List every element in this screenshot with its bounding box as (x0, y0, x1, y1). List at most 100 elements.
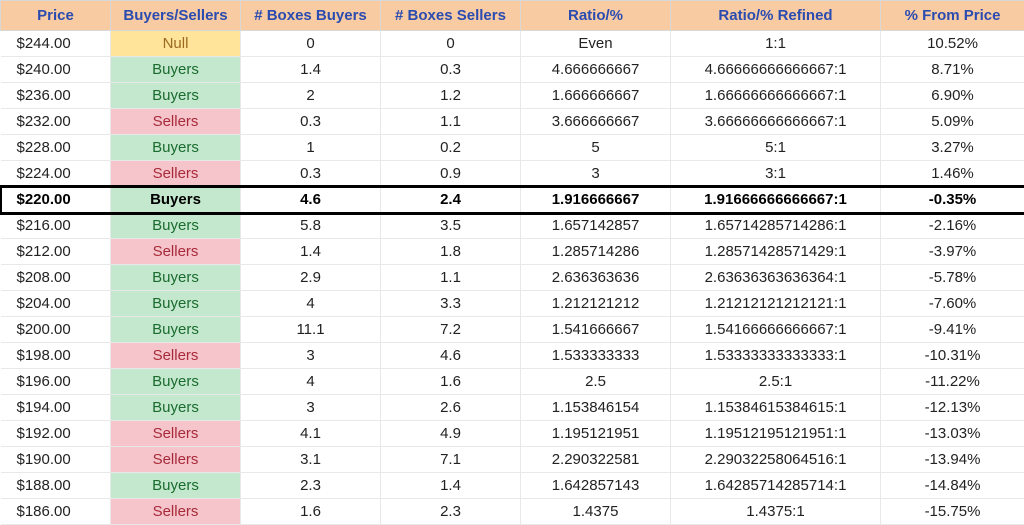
boxes-buyers-cell: 4.1 (241, 421, 381, 447)
boxes-buyers-cell: 2.9 (241, 265, 381, 291)
pct-from-price-cell: 6.90% (881, 83, 1024, 109)
ratio-refined-cell: 1.53333333333333:1 (671, 343, 881, 369)
boxes-sellers-cell: 1.6 (381, 369, 521, 395)
ratio-refined-cell: 1.21212121212121:1 (671, 291, 881, 317)
pct-from-price-cell: -11.22% (881, 369, 1024, 395)
ratio-cell: 1.666666667 (521, 83, 671, 109)
pct-from-price-cell: -2.16% (881, 213, 1024, 239)
boxes-buyers-cell: 0 (241, 31, 381, 57)
ratio-cell: 2.636363636 (521, 265, 671, 291)
price-cell: $190.00 (1, 447, 111, 473)
table-row: $236.00Buyers21.21.6666666671.6666666666… (1, 83, 1024, 109)
boxes-buyers-cell: 3.1 (241, 447, 381, 473)
side-cell: Sellers (111, 343, 241, 369)
ratio-cell: 1.533333333 (521, 343, 671, 369)
table-row: $224.00Sellers0.30.933:11.46% (1, 161, 1024, 187)
price-cell: $208.00 (1, 265, 111, 291)
table-row: $198.00Sellers34.61.5333333331.533333333… (1, 343, 1024, 369)
ratio-refined-cell: 3.66666666666667:1 (671, 109, 881, 135)
price-cell: $198.00 (1, 343, 111, 369)
boxes-sellers-cell: 2.6 (381, 395, 521, 421)
boxes-sellers-cell: 1.1 (381, 109, 521, 135)
table-header-row: PriceBuyers/Sellers# Boxes Buyers# Boxes… (1, 1, 1024, 31)
boxes-buyers-cell: 5.8 (241, 213, 381, 239)
ratio-cell: 1.916666667 (521, 187, 671, 213)
ratio-cell: 1.541666667 (521, 317, 671, 343)
ratio-refined-cell: 5:1 (671, 135, 881, 161)
side-cell: Buyers (111, 187, 241, 213)
price-cell: $240.00 (1, 57, 111, 83)
boxes-buyers-cell: 1.6 (241, 499, 381, 525)
table-row: $208.00Buyers2.91.12.6363636362.63636363… (1, 265, 1024, 291)
boxes-buyers-cell: 0.3 (241, 161, 381, 187)
side-cell: Sellers (111, 499, 241, 525)
ratio-refined-cell: 3:1 (671, 161, 881, 187)
ratio-refined-cell: 1.15384615384615:1 (671, 395, 881, 421)
table-row: $240.00Buyers1.40.34.6666666674.66666666… (1, 57, 1024, 83)
ratio-cell: Even (521, 31, 671, 57)
boxes-sellers-cell: 4.9 (381, 421, 521, 447)
boxes-sellers-cell: 1.8 (381, 239, 521, 265)
pct-from-price-cell: -9.41% (881, 317, 1024, 343)
boxes-sellers-cell: 0.9 (381, 161, 521, 187)
table-row: $188.00Buyers2.31.41.6428571431.64285714… (1, 473, 1024, 499)
pct-from-price-cell: -15.75% (881, 499, 1024, 525)
side-cell: Buyers (111, 317, 241, 343)
boxes-sellers-cell: 0 (381, 31, 521, 57)
pct-from-price-cell: -14.84% (881, 473, 1024, 499)
price-cell: $192.00 (1, 421, 111, 447)
boxes-buyers-cell: 3 (241, 343, 381, 369)
boxes-buyers-cell: 0.3 (241, 109, 381, 135)
boxes-sellers-cell: 7.2 (381, 317, 521, 343)
ratio-refined-cell: 1:1 (671, 31, 881, 57)
price-cell: $236.00 (1, 83, 111, 109)
ratio-cell: 4.666666667 (521, 57, 671, 83)
pct-from-price-cell: -5.78% (881, 265, 1024, 291)
price-cell: $204.00 (1, 291, 111, 317)
pct-from-price-cell: 8.71% (881, 57, 1024, 83)
boxes-sellers-cell: 7.1 (381, 447, 521, 473)
table-row: $196.00Buyers41.62.52.5:1-11.22% (1, 369, 1024, 395)
side-cell: Buyers (111, 135, 241, 161)
ratio-refined-cell: 1.91666666666667:1 (671, 187, 881, 213)
ratio-cell: 2.5 (521, 369, 671, 395)
boxes-sellers-cell: 1.2 (381, 83, 521, 109)
boxes-sellers-cell: 3.5 (381, 213, 521, 239)
price-cell: $220.00 (1, 187, 111, 213)
side-cell: Null (111, 31, 241, 57)
col-header: # Boxes Buyers (241, 1, 381, 31)
price-cell: $224.00 (1, 161, 111, 187)
price-cell: $232.00 (1, 109, 111, 135)
side-cell: Buyers (111, 291, 241, 317)
col-header: Ratio/% Refined (671, 1, 881, 31)
ratio-cell: 1.285714286 (521, 239, 671, 265)
pct-from-price-cell: -13.03% (881, 421, 1024, 447)
ratio-refined-cell: 1.64285714285714:1 (671, 473, 881, 499)
price-cell: $196.00 (1, 369, 111, 395)
pct-from-price-cell: 3.27% (881, 135, 1024, 161)
side-cell: Buyers (111, 473, 241, 499)
side-cell: Sellers (111, 447, 241, 473)
table-row: $228.00Buyers10.255:13.27% (1, 135, 1024, 161)
price-ratio-table: PriceBuyers/Sellers# Boxes Buyers# Boxes… (0, 0, 1024, 525)
ratio-refined-cell: 1.4375:1 (671, 499, 881, 525)
table-row: $220.00Buyers4.62.41.9166666671.91666666… (1, 187, 1024, 213)
ratio-cell: 3 (521, 161, 671, 187)
side-cell: Sellers (111, 239, 241, 265)
ratio-cell: 1.642857143 (521, 473, 671, 499)
price-cell: $194.00 (1, 395, 111, 421)
col-header: % From Price (881, 1, 1024, 31)
price-cell: $212.00 (1, 239, 111, 265)
ratio-refined-cell: 1.54166666666667:1 (671, 317, 881, 343)
boxes-buyers-cell: 1.4 (241, 239, 381, 265)
pct-from-price-cell: -3.97% (881, 239, 1024, 265)
pct-from-price-cell: -7.60% (881, 291, 1024, 317)
ratio-refined-cell: 1.28571428571429:1 (671, 239, 881, 265)
ratio-refined-cell: 1.66666666666667:1 (671, 83, 881, 109)
boxes-buyers-cell: 4 (241, 369, 381, 395)
ratio-cell: 1.212121212 (521, 291, 671, 317)
side-cell: Buyers (111, 395, 241, 421)
price-cell: $200.00 (1, 317, 111, 343)
price-cell: $186.00 (1, 499, 111, 525)
pct-from-price-cell: -13.94% (881, 447, 1024, 473)
